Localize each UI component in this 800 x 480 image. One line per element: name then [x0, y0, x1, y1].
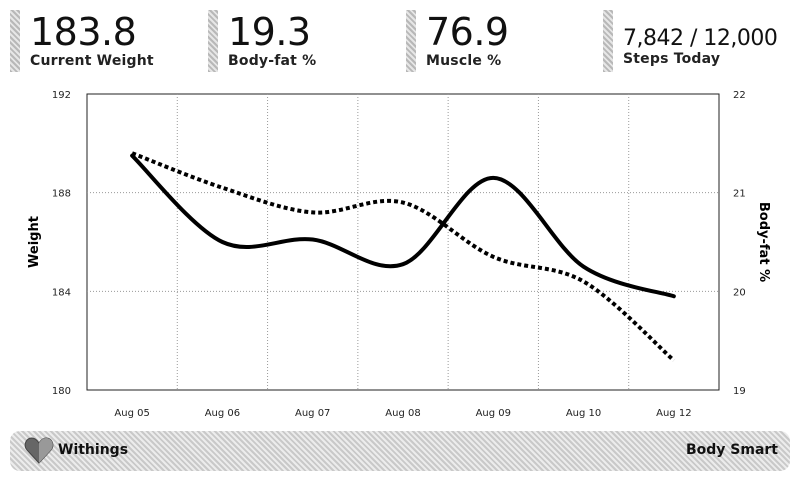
x-tick-label: Aug 08: [385, 408, 420, 419]
steps-stat: 7,842 / 12,000 Steps Today: [603, 10, 778, 72]
x-tick-label: Aug 06: [205, 408, 240, 419]
y2-axis-label: Body-fat %: [756, 202, 771, 282]
x-tick-label: Aug 07: [295, 408, 330, 419]
right-axis-ticks: 19 20 21 22: [733, 90, 746, 397]
current-weight-label: Current Weight: [30, 53, 154, 69]
body-fat-label: Body-fat %: [228, 53, 317, 69]
body-fat-series-line: [131, 151, 676, 362]
x-tick-label: Aug 05: [114, 408, 149, 419]
y-tick-label: 192: [52, 90, 71, 101]
weight-series-line: [130, 153, 676, 299]
heart-icon: [24, 437, 54, 464]
current-weight-value: 183.8: [30, 10, 137, 54]
weight-bodyfat-chart: 180 184 188 192 19 20 21 22 Aug 05 Aug 06 Aug 07…: [27, 90, 771, 419]
y2-tick-label: 19: [733, 386, 746, 397]
product-name: Body Smart: [685, 442, 778, 458]
y-axis-label: Weight: [27, 216, 42, 268]
plot-area: [86, 93, 720, 391]
y-tick-label: 188: [52, 189, 71, 200]
x-tick-label: Aug 12: [656, 408, 691, 419]
y-tick-label: 180: [52, 386, 71, 397]
x-tick-label: Aug 10: [566, 408, 601, 419]
brand-name: Withings: [58, 442, 129, 458]
x-tick-label: Aug 09: [476, 408, 511, 419]
steps-value: 7,842 / 12,000: [623, 26, 778, 51]
muscle-value: 76.9: [426, 10, 509, 54]
current-weight-stat: 183.8 Current Weight: [10, 10, 154, 72]
footer-bar: Withings Body Smart: [10, 431, 790, 471]
series-lines: [130, 151, 676, 362]
body-fat-value: 19.3: [228, 10, 311, 54]
y2-tick-label: 22: [733, 90, 746, 101]
steps-label: Steps Today: [623, 51, 721, 67]
x-axis-ticks: Aug 05 Aug 06 Aug 07 Aug 08 Aug 09 Aug 10 Aug …: [114, 408, 691, 419]
y-tick-label: 184: [52, 287, 71, 298]
body-fat-stat: 19.3 Body-fat %: [208, 10, 316, 72]
muscle-stat: 76.9 Muscle %: [406, 10, 509, 72]
left-axis-ticks: 180 184 188 192: [52, 90, 71, 397]
y2-tick-label: 21: [733, 189, 746, 200]
muscle-label: Muscle %: [426, 53, 502, 69]
grid-lines: [87, 94, 719, 390]
y2-tick-label: 20: [733, 287, 746, 298]
